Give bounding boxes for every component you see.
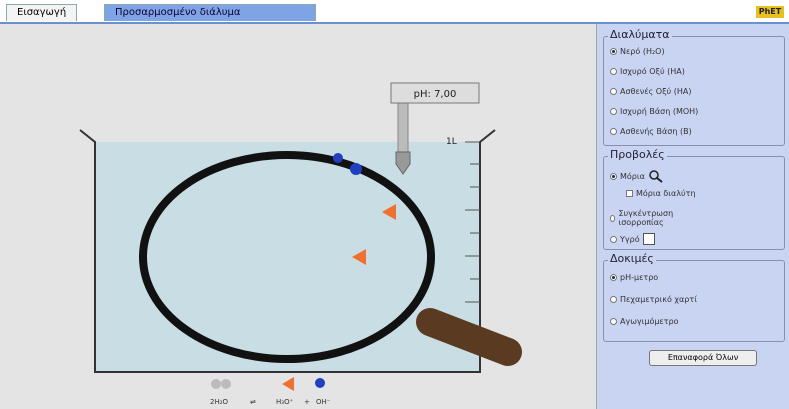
option[interactable]: Αγωγιμόμετρο [610, 317, 679, 326]
reset-button[interactable]: Επαναφορά Όλων [649, 350, 757, 366]
option[interactable]: Ασθενές Οξύ (HA) [610, 87, 691, 96]
equation-water: 2H₂O [210, 398, 229, 406]
option[interactable]: Νερό (H₂O) [610, 47, 665, 56]
group-title: Διαλύματα [608, 28, 672, 41]
equation-plus: + [304, 398, 310, 406]
equation-arrow: ⇌ [250, 398, 256, 406]
option[interactable]: Πεχαμετρικό χαρτί [610, 295, 697, 304]
ph-probe[interactable] [398, 103, 408, 155]
option-label: Συγκέντρωση ισορροπίας [618, 209, 690, 227]
option-label: Αγωγιμόμετρο [620, 317, 679, 326]
water-icon [221, 379, 231, 389]
tab[interactable]: Προσαρμοσμένο διάλυμα [104, 4, 316, 21]
option-label: Ισχυρή Βάση (MOH) [620, 107, 698, 116]
logo[interactable]: PhET [756, 6, 784, 18]
option-label: Πεχαμετρικό χαρτί [620, 295, 697, 304]
option[interactable]: Ασθενής Βάση (B) [610, 127, 692, 136]
option[interactable]: Ισχυρό Οξύ (HA) [610, 67, 685, 76]
tab[interactable]: Εισαγωγή [6, 4, 77, 21]
beaker-label: 1L [446, 137, 457, 147]
hydroxide [333, 153, 343, 163]
option[interactable]: Υγρό [610, 233, 655, 245]
option-label: Υγρό [620, 235, 640, 244]
option-label: Ασθενής Βάση (B) [620, 127, 692, 136]
water-icon [211, 379, 221, 389]
hydroxide-icon [315, 378, 325, 388]
control-panel: Διαλύματα Νερό (H₂O) Ισχυρό Οξύ (HA) Ασθεν… [596, 24, 789, 409]
group-title: Προβολές [608, 148, 667, 161]
option-label: Νερό (H₂O) [620, 47, 665, 56]
option-label: Μόρια διαλύτη [636, 189, 696, 198]
option[interactable]: pH-μετρο [610, 273, 658, 282]
option-label: pH-μετρο [620, 273, 658, 282]
option[interactable]: Μόρια διαλύτη [626, 189, 696, 198]
ph-readout: pH: 7,00 [414, 89, 457, 100]
hydronium-icon [282, 377, 294, 391]
option[interactable]: Ισχυρή Βάση (MOH) [610, 107, 698, 116]
views-group: Προβολές Μόρια Μόρια διαλύτη Συγκέντρωση… [603, 156, 785, 250]
option[interactable]: Μόρια [610, 169, 664, 183]
magnifier [143, 155, 431, 359]
group-title: Δοκιμές [608, 252, 656, 265]
option-label: Ισχυρό Οξύ (HA) [620, 67, 685, 76]
option[interactable]: Συγκέντρωση ισορροπίας [610, 209, 690, 227]
solutions-group: Διαλύματα Νερό (H₂O)Ισχυρό Οξύ (HA)Ασθεν… [603, 36, 785, 146]
option-label: Μόρια [620, 172, 645, 181]
hydroxide [350, 163, 362, 175]
sim-window: Εισαγωγή Προσαρμοσμένο διάλυμα PhET 1L p… [0, 0, 789, 409]
equation-hydronium: H₃O⁺ [276, 398, 294, 406]
option-label: Ασθενές Οξύ (HA) [620, 87, 691, 96]
play-area: 1L pH: 7,00 2H₂O ⇌ H₃O⁺ + OH⁻ [0, 24, 596, 409]
equation-hydroxide: OH⁻ [316, 398, 331, 406]
